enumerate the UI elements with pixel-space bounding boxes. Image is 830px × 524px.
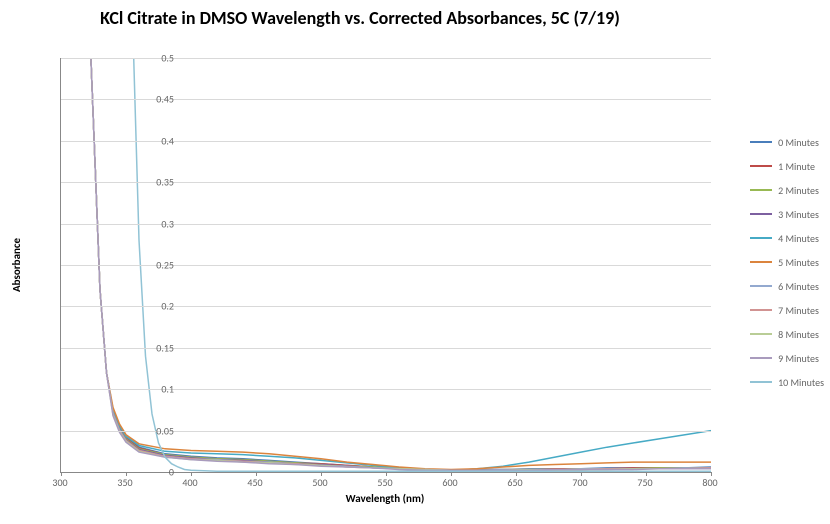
- legend-item: 9 Minutes: [750, 346, 824, 370]
- legend-swatch: [750, 165, 772, 167]
- legend-swatch: [750, 237, 772, 239]
- x-tick-label: 750: [637, 476, 652, 489]
- legend-swatch: [750, 141, 772, 143]
- legend-swatch: [750, 213, 772, 215]
- legend-label: 7 Minutes: [778, 304, 819, 317]
- legend-swatch: [750, 261, 772, 263]
- legend-label: 4 Minutes: [778, 232, 819, 245]
- legend-label: 5 Minutes: [778, 256, 819, 269]
- legend-swatch: [750, 189, 772, 191]
- series-line: [61, 0, 711, 470]
- series-line: [61, 0, 711, 470]
- legend: 0 Minutes 1 Minute 2 Minutes 3 Minutes 4 Min…: [750, 130, 824, 394]
- chart-title: KCl Citrate in DMSO Wavelength vs. Corre…: [0, 8, 720, 30]
- x-tick-label: 300: [52, 476, 67, 489]
- y-tick-label: 0.3: [144, 217, 174, 230]
- legend-label: 2 Minutes: [778, 184, 819, 197]
- legend-item: 8 Minutes: [750, 322, 824, 346]
- series-line: [61, 0, 711, 470]
- y-tick-label: 0.45: [144, 93, 174, 106]
- legend-label: 9 Minutes: [778, 352, 819, 365]
- y-tick-label: 0.25: [144, 259, 174, 272]
- y-tick-label: 0.35: [144, 176, 174, 189]
- y-tick-label: 0.4: [144, 134, 174, 147]
- series-line: [61, 0, 711, 471]
- legend-swatch: [750, 381, 772, 383]
- y-tick-label: 0.2: [144, 300, 174, 313]
- y-tick-label: 0.5: [144, 52, 174, 65]
- x-tick-label: 550: [377, 476, 392, 489]
- legend-label: 1 Minute: [778, 160, 815, 173]
- x-tick-label: 650: [507, 476, 522, 489]
- series-line: [61, 0, 711, 470]
- y-tick-label: 0: [144, 466, 174, 479]
- legend-item: 1 Minute: [750, 154, 824, 178]
- y-axis-label: Absorbance: [10, 238, 23, 292]
- x-axis-label: Wavelength (nm): [60, 492, 710, 505]
- series-line: [61, 0, 711, 470]
- legend-swatch: [750, 357, 772, 359]
- y-tick-label: 0.05: [144, 424, 174, 437]
- legend-item: 6 Minutes: [750, 274, 824, 298]
- legend-item: 10 Minutes: [750, 370, 824, 394]
- x-tick-label: 400: [182, 476, 197, 489]
- series-line: [61, 0, 711, 470]
- legend-item: 2 Minutes: [750, 178, 824, 202]
- x-tick-label: 450: [247, 476, 262, 489]
- legend-label: 3 Minutes: [778, 208, 819, 221]
- legend-label: 10 Minutes: [778, 376, 824, 389]
- legend-label: 6 Minutes: [778, 280, 819, 293]
- x-tick-label: 600: [442, 476, 457, 489]
- x-tick-label: 700: [572, 476, 587, 489]
- legend-item: 5 Minutes: [750, 250, 824, 274]
- legend-swatch: [750, 333, 772, 335]
- series-line: [61, 0, 711, 470]
- legend-label: 0 Minutes: [778, 136, 819, 149]
- legend-item: 7 Minutes: [750, 298, 824, 322]
- series-line: [61, 0, 711, 470]
- legend-item: 0 Minutes: [750, 130, 824, 154]
- series-line: [61, 0, 711, 470]
- legend-swatch: [750, 285, 772, 287]
- legend-item: 4 Minutes: [750, 226, 824, 250]
- x-tick-label: 500: [312, 476, 327, 489]
- series-line: [61, 0, 711, 470]
- legend-label: 8 Minutes: [778, 328, 819, 341]
- y-tick-label: 0.15: [144, 341, 174, 354]
- x-tick-label: 800: [702, 476, 717, 489]
- legend-swatch: [750, 309, 772, 311]
- legend-item: 3 Minutes: [750, 202, 824, 226]
- y-tick-label: 0.1: [144, 383, 174, 396]
- x-tick-label: 350: [117, 476, 132, 489]
